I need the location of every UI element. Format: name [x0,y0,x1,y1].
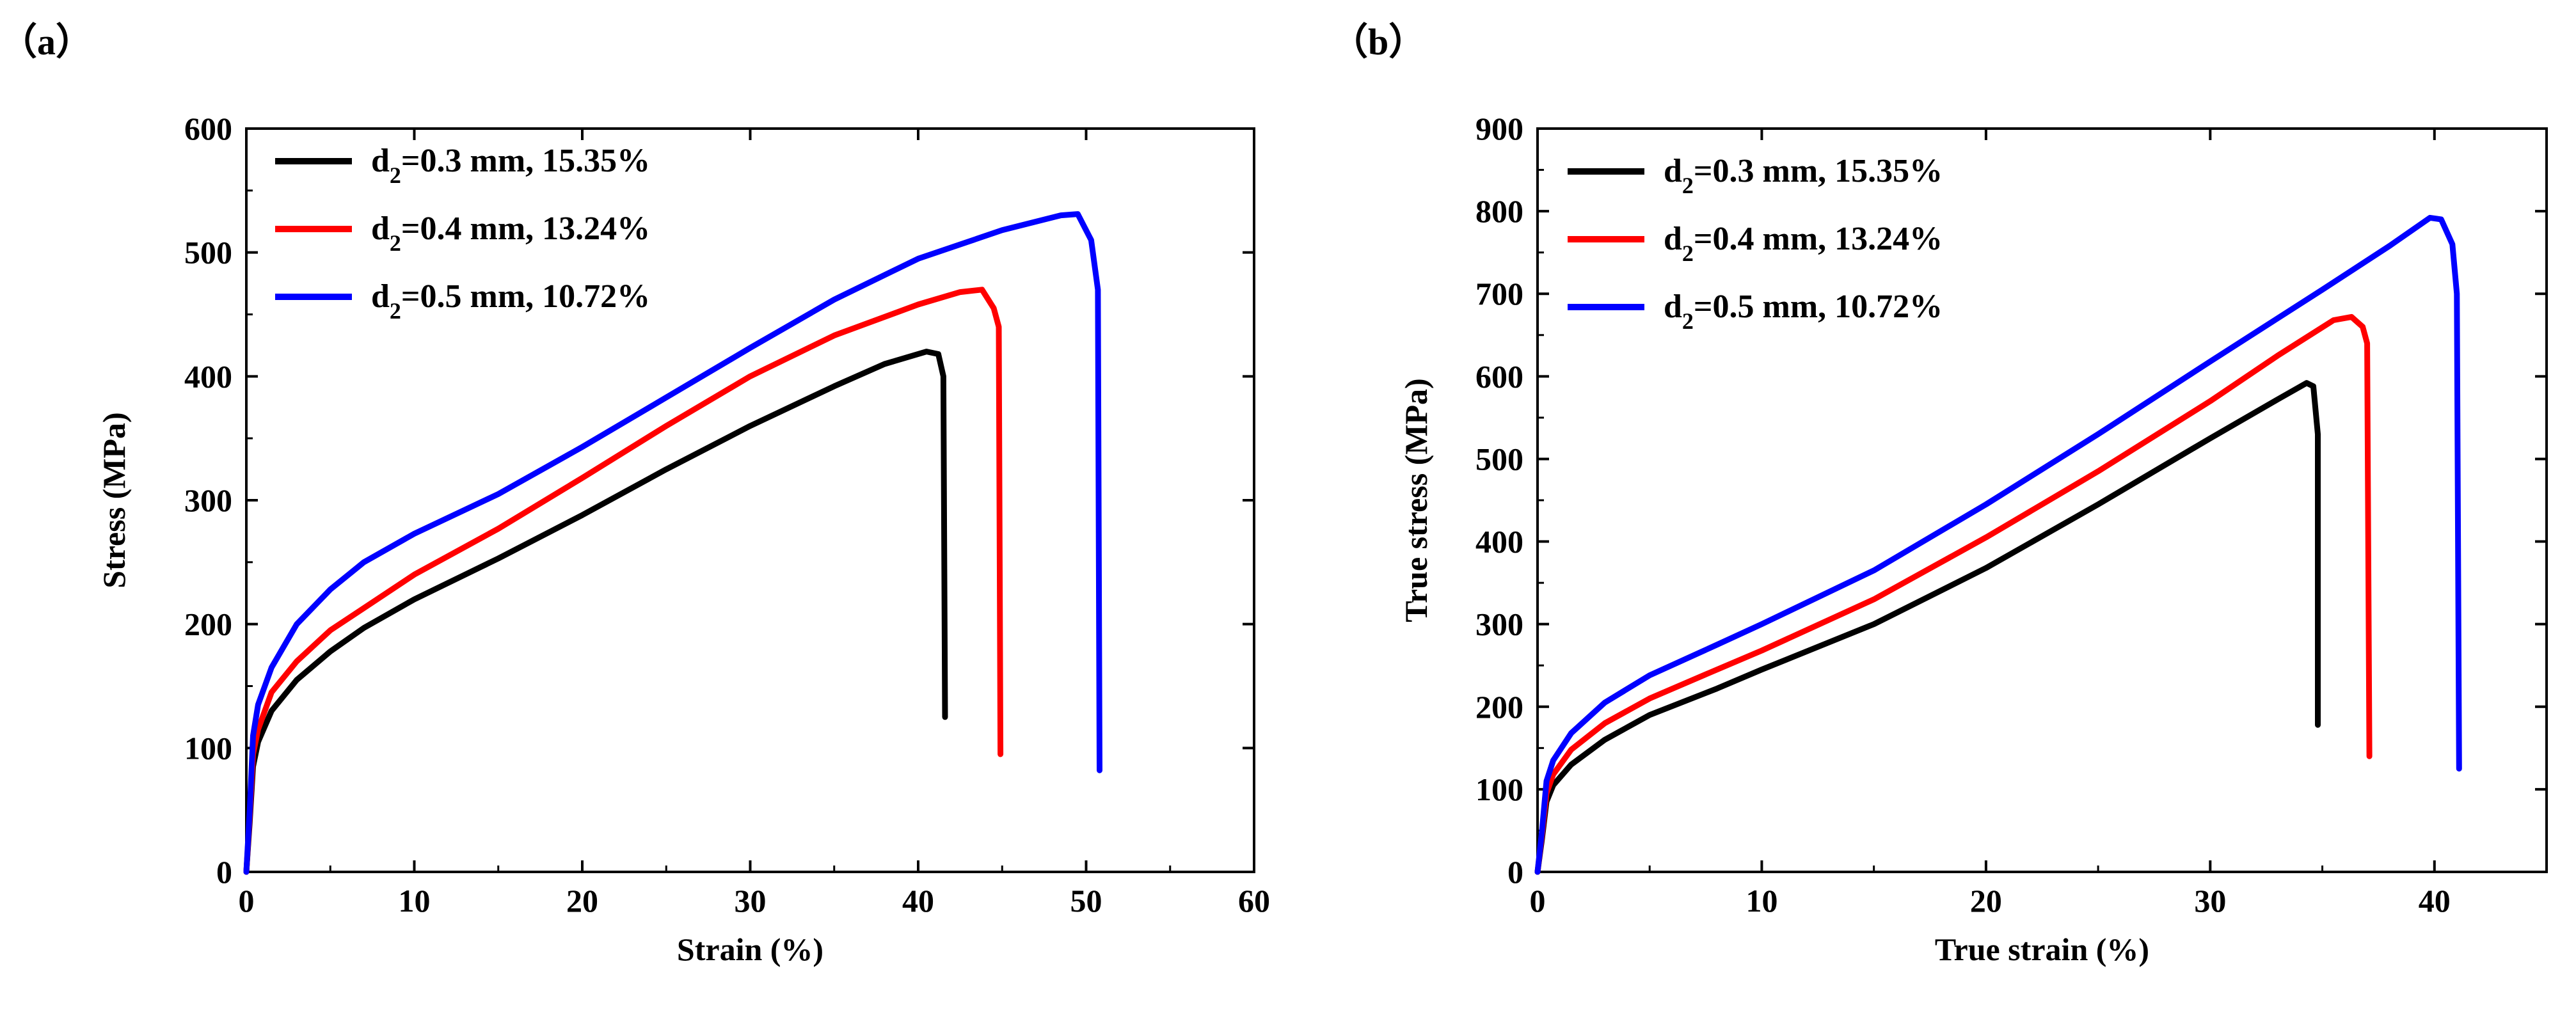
legend-text-post: =0.5 mm, 10.72% [1694,289,1943,325]
x-tick-label: 20 [566,883,598,919]
x-tick-label: 40 [902,883,934,919]
y-tick-label: 100 [1475,771,1523,807]
y-tick-label: 100 [184,730,232,766]
y-tick-label: 400 [1475,524,1523,560]
y-tick-label: 900 [1475,111,1523,146]
y-tick-label: 300 [184,482,232,518]
legend-text-post: =0.3 mm, 15.35% [1694,153,1943,189]
legend-text-sub: 2 [1682,308,1694,334]
y-axis-label: Stress (MPa) [96,412,132,588]
legend-text-pre: d [371,278,390,315]
series-line-2 [243,287,1004,875]
legend-text-sub: 2 [390,298,401,324]
legend-text-pre: d [371,210,390,247]
series-line-3 [1534,214,2462,875]
y-tick-label: 500 [1475,441,1523,477]
x-tick-label: 60 [1238,883,1270,919]
x-tick-label: 30 [735,883,767,919]
panel-label: （b） [1331,21,1426,63]
series-line-1 [243,349,948,875]
x-tick-label: 0 [239,883,255,919]
y-tick-label: 600 [184,111,232,146]
legend-text-post: =0.5 mm, 10.72% [401,278,650,315]
x-tick-label: 40 [2419,883,2451,919]
legend-text-sub: 2 [1682,173,1694,198]
x-tick-label: 30 [2194,883,2226,919]
legend-text-pre: d [1664,153,1682,189]
y-tick-label: 0 [1507,854,1523,890]
panel-a: （a）0 10 20 30 40 50 600100200300400500600Strai… [0,21,1270,967]
x-tick-label: 0 [1530,883,1546,919]
legend-entry-2: d2=0.4 mm, 13.24% [371,210,650,256]
legend-text-post: =0.3 mm, 15.35% [401,143,650,179]
x-axis-label: True strain (%) [1935,931,2149,967]
series-line-1 [1534,380,2321,875]
legend-text-pre: d [1664,289,1682,325]
y-tick-label: 700 [1475,276,1523,312]
y-tick-label: 200 [1475,689,1523,725]
y-tick-label: 300 [1475,606,1523,642]
legend-text-pre: d [371,143,390,179]
y-axis-label: True stress (MPa) [1398,378,1434,622]
legend-text-sub: 2 [1682,241,1694,266]
panel-b: （b）0 10 20 30 400100200300400500600700800900… [1331,21,2548,967]
x-axis-label: Strain (%) [677,931,823,967]
legend-entry-3: d2=0.5 mm, 10.72% [371,278,650,324]
y-tick-label: 400 [184,358,232,394]
y-tick-label: 800 [1475,193,1523,229]
y-tick-label: 200 [184,606,232,642]
series-line-3 [243,211,1102,875]
y-tick-label: 0 [216,854,232,890]
legend-entry-3: d2=0.5 mm, 10.72% [1664,289,1943,334]
legend-text-post: =0.4 mm, 13.24% [1694,221,1943,257]
x-tick-label: 10 [399,883,431,919]
x-tick-label: 10 [1745,883,1777,919]
legend-entry-1: d2=0.3 mm, 15.35% [371,143,650,188]
legend-entry-1: d2=0.3 mm, 15.35% [1664,153,1943,198]
panel-label: （a） [0,21,93,63]
y-tick-label: 600 [1475,358,1523,394]
legend-text-sub: 2 [390,162,401,188]
x-tick-label: 50 [1070,883,1102,919]
x-tick-label: 20 [1970,883,2002,919]
legend-text-post: =0.4 mm, 13.24% [401,210,650,247]
legend-entry-2: d2=0.4 mm, 13.24% [1664,221,1943,266]
legend-text-sub: 2 [390,230,401,256]
series-line-2 [1534,313,2373,875]
legend-text-pre: d [1664,221,1682,257]
y-tick-label: 500 [184,235,232,271]
